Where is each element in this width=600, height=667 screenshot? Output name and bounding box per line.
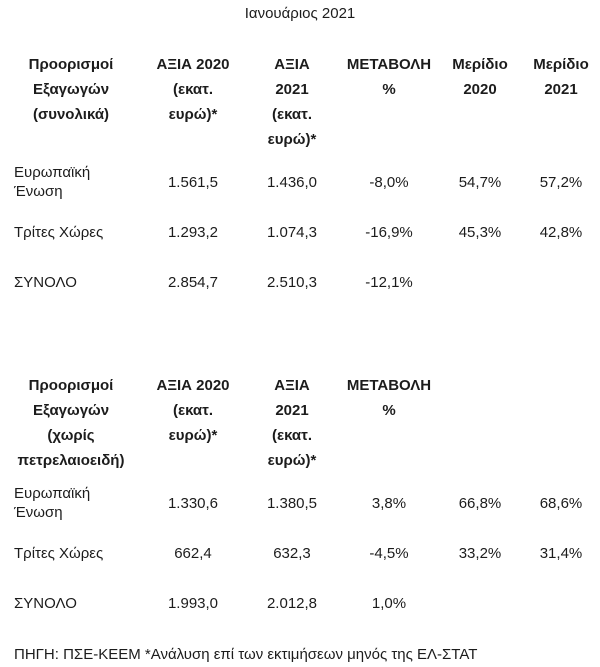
page-title: Ιανουάριος 2021: [244, 5, 356, 22]
cell-value-2021: 1.074,3: [266, 223, 318, 241]
cell-change-pct: 1,0%: [371, 594, 407, 612]
cell-change-pct: -8,0%: [369, 173, 409, 191]
cell-value-2021: 1.380,5: [266, 494, 318, 512]
cell-share-2020: 45,3%: [458, 223, 502, 241]
header-row: Προορισμοί Εξαγωγών (χωρίς πετρελαιοειδή…: [0, 373, 600, 478]
exports-total-table: Προορισμοί Εξαγωγών (συνολικά) ΑΞΙΑ 2020…: [0, 52, 600, 307]
cell-share-2020: 66,8%: [458, 494, 502, 512]
cell-value-2021: 2.510,3: [266, 273, 318, 291]
table-row: ΣΥΝΟΛΟ 2.854,7 2.510,3 -12,1%: [0, 257, 600, 307]
cell-share-2021: [522, 257, 600, 307]
cell-value-2021: 2.012,8: [266, 594, 318, 612]
col-header-value-2021: ΑΞΙΑ 2021 (εκατ. ευρώ)*: [267, 377, 317, 469]
col-header-share-2021: Μερίδιο 2021: [533, 56, 589, 98]
cell-share-2021: 68,6%: [539, 494, 583, 512]
source-note: ΠΗΓΗ: ΠΣΕ-ΚΕΕΜ *Ανάλυση επί των εκτιμήσε…: [14, 646, 478, 663]
col-header-value-2020: ΑΞΙΑ 2020 (εκατ. ευρώ)*: [156, 56, 230, 123]
col-header-share-2020: Μερίδιο 2020: [452, 56, 508, 98]
cell-share-2021: 31,4%: [539, 544, 583, 562]
table-row: Ευρωπαϊκή Ένωση 1.561,5 1.436,0 -8,0% 54…: [0, 157, 600, 207]
exports-excl-petroleum-table: Προορισμοί Εξαγωγών (χωρίς πετρελαιοειδή…: [0, 373, 600, 628]
col-header-empty: [522, 373, 600, 478]
col-header-value-2021: ΑΞΙΑ 2021 (εκατ. ευρώ)*: [267, 56, 317, 148]
cell-share-2020: 54,7%: [458, 173, 502, 191]
header-row: Προορισμοί Εξαγωγών (συνολικά) ΑΞΙΑ 2020…: [0, 52, 600, 157]
col-header-destinations: Προορισμοί Εξαγωγών (χωρίς πετρελαιοειδή…: [17, 377, 125, 469]
cell-share-2020: [438, 257, 522, 307]
cell-value-2020: 1.993,0: [167, 594, 219, 612]
cell-value-2020: 1.330,6: [167, 494, 219, 512]
cell-change-pct: 3,8%: [371, 494, 407, 512]
cell-change-pct: -12,1%: [365, 273, 413, 291]
col-header-value-2020: ΑΞΙΑ 2020 (εκατ. ευρώ)*: [156, 377, 230, 444]
row-label: Τρίτες Χώρες: [14, 544, 104, 562]
col-header-destinations: Προορισμοί Εξαγωγών (συνολικά): [28, 56, 114, 123]
cell-share-2020: [438, 578, 522, 628]
table-row: Ευρωπαϊκή Ένωση 1.330,6 1.380,5 3,8% 66,…: [0, 478, 600, 528]
col-header-change-pct: ΜΕΤΑΒΟΛΗ %: [346, 56, 432, 98]
cell-value-2020: 1.293,2: [167, 223, 219, 241]
table-row: Τρίτες Χώρες 662,4 632,3 -4,5% 33,2% 31,…: [0, 528, 600, 578]
row-label: ΣΥΝΟΛΟ: [14, 594, 77, 612]
cell-value-2020: 1.561,5: [167, 173, 219, 191]
col-header-empty: [438, 373, 522, 478]
cell-value-2020: 662,4: [174, 544, 212, 562]
cell-share-2020: 33,2%: [458, 544, 502, 562]
row-label: Ευρωπαϊκή Ένωση: [14, 485, 91, 521]
row-label: ΣΥΝΟΛΟ: [14, 273, 77, 291]
cell-share-2021: 57,2%: [539, 173, 583, 191]
cell-value-2021: 632,3: [273, 544, 311, 562]
cell-share-2021: [522, 578, 600, 628]
table-row: ΣΥΝΟΛΟ 1.993,0 2.012,8 1,0%: [0, 578, 600, 628]
row-label: Ευρωπαϊκή Ένωση: [14, 164, 91, 200]
table-row: Τρίτες Χώρες 1.293,2 1.074,3 -16,9% 45,3…: [0, 207, 600, 257]
cell-value-2021: 1.436,0: [266, 173, 318, 191]
cell-value-2020: 2.854,7: [167, 273, 219, 291]
row-label: Τρίτες Χώρες: [14, 223, 104, 241]
col-header-change-pct: ΜΕΤΑΒΟΛΗ %: [346, 377, 432, 419]
cell-change-pct: -16,9%: [365, 223, 413, 241]
cell-change-pct: -4,5%: [369, 544, 409, 562]
cell-share-2021: 42,8%: [539, 223, 583, 241]
